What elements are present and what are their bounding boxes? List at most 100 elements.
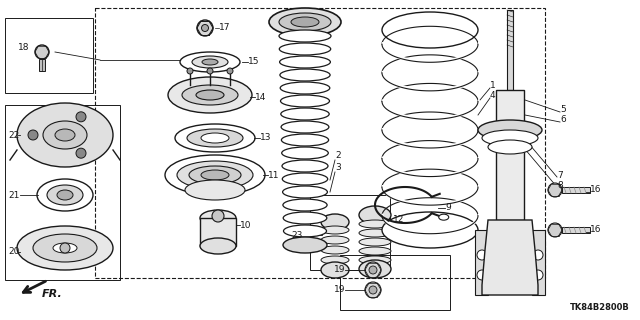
Ellipse shape (283, 212, 327, 224)
Circle shape (35, 45, 49, 59)
Ellipse shape (185, 180, 245, 200)
Ellipse shape (488, 140, 532, 154)
Ellipse shape (321, 236, 349, 244)
Text: 6: 6 (560, 116, 566, 124)
Circle shape (477, 270, 487, 280)
Text: 13: 13 (260, 133, 271, 142)
Text: 16: 16 (590, 186, 602, 195)
Text: 8: 8 (557, 180, 563, 189)
Ellipse shape (282, 147, 328, 159)
Ellipse shape (200, 238, 236, 254)
Ellipse shape (359, 220, 391, 228)
Text: 18: 18 (18, 44, 29, 52)
Ellipse shape (43, 121, 87, 149)
Ellipse shape (321, 226, 349, 234)
Text: 14: 14 (255, 92, 266, 101)
Ellipse shape (291, 17, 319, 27)
Circle shape (202, 25, 209, 31)
Circle shape (477, 250, 487, 260)
Ellipse shape (201, 133, 229, 143)
Ellipse shape (282, 134, 328, 146)
Ellipse shape (478, 120, 542, 140)
Bar (562, 187, 590, 193)
Ellipse shape (201, 170, 229, 180)
Ellipse shape (47, 185, 83, 205)
Ellipse shape (175, 124, 255, 152)
Ellipse shape (33, 234, 97, 262)
Ellipse shape (165, 155, 265, 195)
Ellipse shape (182, 85, 238, 105)
Ellipse shape (279, 30, 331, 42)
Circle shape (28, 130, 38, 140)
Bar (507, 10, 513, 90)
Circle shape (187, 68, 193, 74)
Ellipse shape (269, 8, 341, 36)
Circle shape (548, 223, 562, 237)
Ellipse shape (17, 226, 113, 270)
Text: 7: 7 (557, 171, 563, 180)
Bar (496, 90, 524, 220)
Ellipse shape (280, 69, 330, 81)
Circle shape (369, 286, 377, 294)
Ellipse shape (283, 186, 328, 198)
Ellipse shape (53, 243, 77, 253)
Ellipse shape (17, 103, 113, 167)
Ellipse shape (359, 229, 391, 237)
Circle shape (533, 250, 543, 260)
Ellipse shape (382, 12, 478, 48)
Ellipse shape (359, 256, 391, 264)
Ellipse shape (168, 77, 252, 113)
Polygon shape (475, 230, 488, 295)
Ellipse shape (359, 260, 391, 278)
Text: 19: 19 (333, 285, 345, 294)
Circle shape (212, 210, 224, 222)
Ellipse shape (279, 13, 331, 31)
Text: 4: 4 (490, 91, 495, 100)
Text: 22: 22 (8, 131, 19, 140)
Bar (340, 255, 450, 310)
Ellipse shape (200, 210, 236, 226)
Text: 10: 10 (240, 220, 252, 229)
Text: 20: 20 (8, 247, 19, 257)
Ellipse shape (202, 59, 218, 65)
Text: 9: 9 (445, 204, 451, 212)
Ellipse shape (37, 179, 93, 211)
Text: 12: 12 (393, 215, 404, 225)
Text: 15: 15 (248, 58, 259, 67)
Ellipse shape (321, 214, 349, 230)
Polygon shape (482, 220, 538, 295)
Text: 5: 5 (560, 106, 566, 115)
Circle shape (207, 68, 213, 74)
Bar (200, 218, 236, 246)
Ellipse shape (382, 212, 478, 248)
Ellipse shape (283, 199, 327, 211)
Ellipse shape (280, 56, 330, 68)
Ellipse shape (359, 238, 391, 246)
Text: 1: 1 (490, 81, 496, 90)
Bar (562, 227, 590, 233)
Circle shape (60, 243, 70, 253)
Circle shape (502, 250, 518, 266)
Ellipse shape (281, 108, 329, 120)
Ellipse shape (321, 256, 349, 264)
Bar (5, 18, 93, 93)
Polygon shape (532, 230, 545, 295)
Circle shape (502, 274, 518, 290)
Ellipse shape (284, 225, 326, 237)
Ellipse shape (482, 130, 538, 146)
Ellipse shape (321, 262, 349, 278)
Circle shape (533, 270, 543, 280)
Text: 19: 19 (333, 266, 345, 275)
Circle shape (76, 148, 86, 158)
Ellipse shape (359, 206, 391, 224)
Text: 21: 21 (8, 190, 19, 199)
Ellipse shape (281, 121, 329, 133)
Ellipse shape (282, 173, 328, 185)
Ellipse shape (192, 56, 228, 68)
Circle shape (369, 266, 377, 274)
Bar (5, 105, 120, 280)
Ellipse shape (187, 129, 243, 147)
Circle shape (365, 282, 381, 298)
Circle shape (548, 183, 562, 197)
Text: TK84B2800B: TK84B2800B (570, 303, 630, 312)
